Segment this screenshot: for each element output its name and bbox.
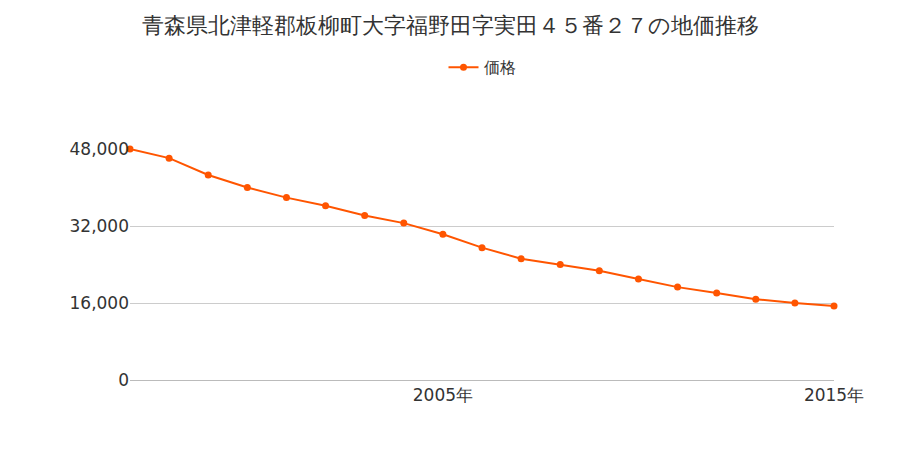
svg-text:青森県北津軽郡板柳町大字福野田字実田４５番２７の地価推移: 青森県北津軽郡板柳町大字福野田字実田４５番２７の地価推移 bbox=[142, 13, 759, 38]
svg-text:48,000: 48,000 bbox=[70, 139, 129, 159]
svg-text:0: 0 bbox=[118, 370, 129, 390]
svg-text:32,000: 32,000 bbox=[70, 216, 129, 236]
svg-text:価格: 価格 bbox=[484, 58, 516, 77]
svg-text:16,000: 16,000 bbox=[70, 293, 129, 313]
svg-text:2005年: 2005年 bbox=[413, 385, 473, 405]
svg-text:2015年: 2015年 bbox=[804, 385, 864, 405]
